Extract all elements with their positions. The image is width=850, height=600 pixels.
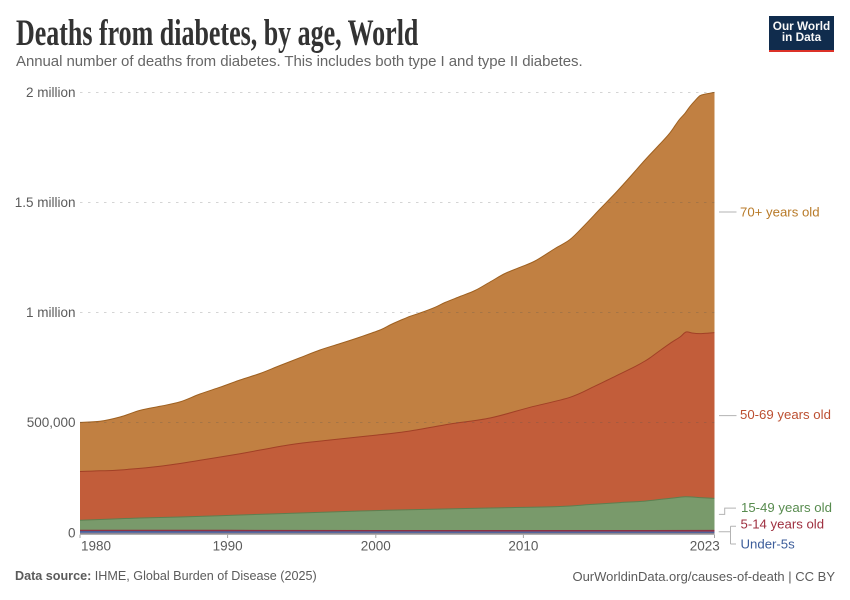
svg-text:1.5 million: 1.5 million [15, 195, 76, 210]
svg-text:70+ years old: 70+ years old [740, 204, 820, 219]
svg-text:2 million: 2 million [26, 85, 76, 100]
svg-text:2023: 2023 [690, 538, 720, 553]
svg-text:1980: 1980 [81, 538, 111, 553]
svg-text:5-14 years old: 5-14 years old [741, 517, 825, 532]
svg-text:2010: 2010 [508, 538, 538, 553]
svg-text:Under-5s: Under-5s [741, 537, 796, 552]
svg-text:1 million: 1 million [26, 305, 76, 320]
svg-text:0: 0 [68, 526, 76, 541]
svg-text:15-49 years old: 15-49 years old [741, 500, 832, 515]
svg-text:500,000: 500,000 [27, 415, 76, 430]
svg-text:2000: 2000 [361, 538, 391, 553]
svg-text:50-69 years old: 50-69 years old [740, 407, 831, 422]
svg-text:1990: 1990 [213, 538, 243, 553]
